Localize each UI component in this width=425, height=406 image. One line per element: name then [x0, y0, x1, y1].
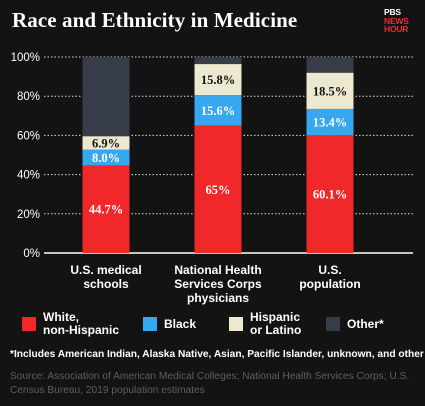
y-tick-label-3: 60%	[17, 130, 40, 142]
y-tick-label-4: 80%	[17, 91, 40, 103]
y-tick-label-5: 100%	[11, 52, 40, 64]
bar-segment-2-0	[306, 135, 354, 253]
source-note: Source: Association of American Medical …	[10, 371, 410, 396]
bar-segment-2-2	[306, 72, 354, 109]
data-label-0-2: 6.9%	[92, 136, 120, 150]
legend-label-black: Black	[164, 316, 197, 331]
bar-segment-0-2	[82, 136, 130, 150]
footnote: *Includes American Indian, Alaska Native…	[10, 349, 424, 360]
bar-segment-2-1	[306, 108, 354, 136]
y-tick-label-2: 40%	[17, 170, 40, 182]
legend-swatch-other	[326, 317, 340, 331]
bar-segment-0-3	[82, 57, 130, 137]
bar-segment-0-1	[82, 149, 130, 166]
legend-label-other: Other*	[347, 316, 384, 331]
legend-swatch-white	[22, 317, 36, 331]
data-label-0-0: 44.7%	[89, 203, 123, 217]
logo-line-3: HOUR	[384, 24, 409, 34]
bar-segment-1-0	[194, 125, 242, 253]
legend-item-black: Black	[143, 317, 196, 331]
logo-line-2: NEWS	[384, 15, 409, 26]
legend-swatch-black	[143, 317, 157, 331]
data-label-0-1: 8.0%	[92, 151, 120, 165]
legend-item-hispanic: Hispanic or Latino	[229, 311, 301, 337]
x-category-label-0: U.S. medical schools	[70, 263, 141, 291]
data-label-1-2: 15.8%	[201, 73, 235, 87]
legend: White, non-Hispanic Black Hispanic or La…	[8, 307, 423, 343]
bar-segment-0-0	[82, 165, 130, 253]
legend-label-white: White, non-Hispanic	[43, 310, 120, 337]
bar-segment-1-2	[194, 64, 242, 96]
logo-line-1: PBS	[384, 7, 401, 17]
data-label-2-0: 60.1%	[313, 188, 347, 202]
legend-label-hispanic: Hispanic or Latino	[250, 310, 302, 337]
bar-segment-2-3	[306, 57, 354, 73]
bar-segment-1-3	[194, 57, 242, 65]
stacked-bar-chart: 0% 20% 40% 60% 80% 100% 44.7% 8.0%6.9% U.S. medi…	[11, 52, 413, 305]
data-label-1-1: 15.6%	[201, 104, 235, 118]
chart-title: Race and Ethnicity in Medicine	[12, 8, 298, 32]
y-tick-label-1: 20%	[17, 209, 40, 221]
legend-swatch-hispanic	[229, 317, 243, 331]
legend-item-white: White, non-Hispanic	[22, 311, 119, 337]
pbs-newshour-logo: PBS NEWS HOUR	[384, 8, 420, 34]
bar-segment-1-1	[194, 95, 242, 126]
data-label-1-0: 65%	[206, 183, 231, 197]
y-tick-label-0: 0%	[23, 248, 40, 260]
x-category-label-1: National Health Services Corps physicians	[174, 263, 262, 305]
data-label-2-1: 13.4%	[313, 116, 347, 130]
x-category-label-2: U.S. population	[299, 263, 360, 291]
legend-item-other: Other*	[326, 317, 384, 331]
data-label-2-2: 18.5%	[313, 84, 347, 98]
